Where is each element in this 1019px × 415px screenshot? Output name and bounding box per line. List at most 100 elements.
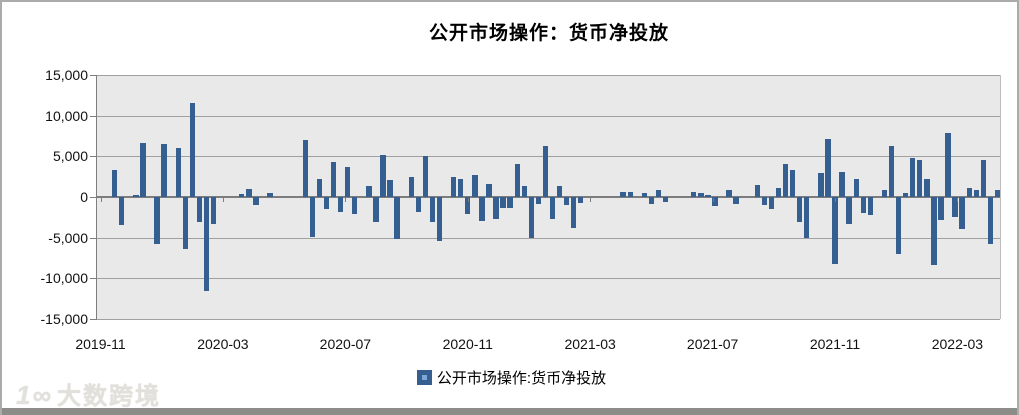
bar <box>782 163 789 197</box>
x-axis-tick <box>835 198 837 202</box>
watermark: 1∞ 大数跨境 <box>16 376 161 411</box>
x-axis-label: 2020-03 <box>197 336 249 352</box>
bar <box>345 166 351 197</box>
gridline <box>97 319 1000 320</box>
bar <box>486 183 492 197</box>
y-axis-label: -10,000 <box>40 270 88 287</box>
zero-gridline <box>97 196 1000 198</box>
bar <box>330 162 337 197</box>
bar <box>542 145 549 197</box>
bar <box>712 197 718 206</box>
bar <box>804 197 810 238</box>
bar <box>895 197 902 254</box>
bar <box>761 197 768 206</box>
bar <box>422 156 429 197</box>
bar <box>797 197 803 223</box>
bar <box>323 197 330 210</box>
legend-marker-icon <box>416 369 432 385</box>
bar <box>450 176 457 197</box>
plot-area <box>97 75 1001 320</box>
bar <box>309 197 316 237</box>
y-axis-label: -5,000 <box>48 229 88 246</box>
bar <box>867 197 874 215</box>
bar <box>203 197 210 291</box>
y-axis-label: -15,000 <box>40 311 88 327</box>
bottom-strip <box>2 408 1017 415</box>
bar <box>698 192 704 197</box>
bar <box>726 190 732 197</box>
gridline <box>97 156 1000 158</box>
watermark-logo-icon: 1∞ <box>16 380 53 410</box>
bar <box>945 132 951 197</box>
bar <box>140 143 146 197</box>
bar <box>648 197 655 205</box>
bar <box>768 197 775 210</box>
bar <box>910 157 916 197</box>
y-axis-label: 10,000 <box>45 107 88 124</box>
bar <box>458 179 464 197</box>
bar <box>924 179 930 197</box>
bar <box>175 148 181 197</box>
bar <box>705 194 711 197</box>
watermark-text: 大数跨境 <box>57 383 161 410</box>
bar <box>507 197 513 209</box>
bar <box>902 192 909 197</box>
bar <box>620 192 626 197</box>
gridline <box>97 278 1000 280</box>
bar <box>267 192 273 197</box>
bar <box>394 197 400 240</box>
bar <box>853 179 859 197</box>
bar <box>373 197 379 223</box>
bar <box>119 197 125 226</box>
bar <box>253 197 259 206</box>
bar <box>839 171 845 197</box>
bar <box>888 145 895 197</box>
bar <box>789 170 796 197</box>
bar <box>415 197 422 212</box>
bar <box>733 197 739 205</box>
y-axis-tick <box>90 319 96 320</box>
bar <box>479 197 485 222</box>
bar <box>655 189 662 197</box>
bar <box>111 170 118 197</box>
x-axis-tick <box>222 198 224 202</box>
bar <box>133 194 139 197</box>
x-axis-label: 2020-11 <box>442 336 493 352</box>
bar <box>210 197 217 224</box>
y-axis-tick <box>90 115 96 117</box>
bar <box>563 197 570 206</box>
x-axis-label: 2021-03 <box>564 336 616 352</box>
bar <box>549 197 556 219</box>
y-axis-tick <box>90 75 96 76</box>
bar <box>246 188 252 197</box>
bar <box>161 144 167 197</box>
bar <box>881 190 888 197</box>
y-axis-tick <box>90 278 96 280</box>
x-axis-tick <box>345 198 347 202</box>
bar <box>994 190 1001 197</box>
x-axis-label: 2020-07 <box>319 336 372 352</box>
x-axis-tick <box>467 198 469 202</box>
bar <box>987 197 994 245</box>
bar <box>860 197 866 214</box>
x-axis-tick <box>957 198 959 202</box>
x-axis-label: 2019-11 <box>75 336 126 352</box>
bar <box>352 197 358 215</box>
bar <box>931 197 937 266</box>
bar <box>917 160 923 197</box>
bar <box>627 192 633 197</box>
bar <box>578 197 584 203</box>
gridline <box>97 75 1000 76</box>
y-axis-label: 0 <box>80 189 88 205</box>
bar <box>775 188 782 197</box>
y-axis-tick <box>90 237 96 239</box>
bar <box>641 192 648 197</box>
x-axis-label: 2021-07 <box>686 336 739 352</box>
legend-marker-inner <box>421 374 427 380</box>
bar <box>973 189 979 197</box>
bar <box>571 197 577 228</box>
bar <box>429 197 436 223</box>
y-axis-label: 15,000 <box>45 67 88 83</box>
x-axis-tick <box>712 198 714 202</box>
bar <box>952 197 958 217</box>
